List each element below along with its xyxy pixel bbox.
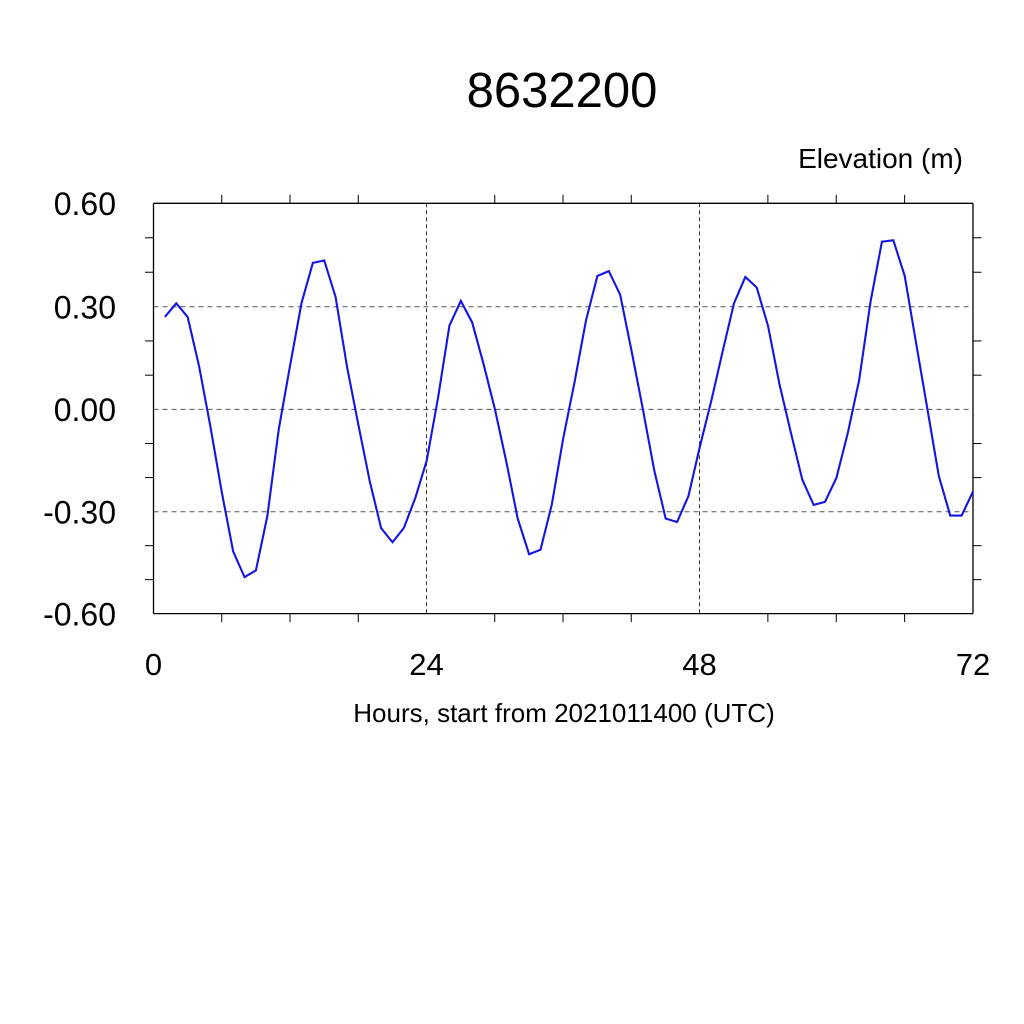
svg-text:Hours, start from 2021011400 (: Hours, start from 2021011400 (UTC) — [353, 698, 774, 728]
svg-text:8632200: 8632200 — [467, 64, 658, 118]
svg-text:72: 72 — [956, 647, 990, 682]
svg-text:0.60: 0.60 — [54, 186, 116, 222]
svg-text:-0.60: -0.60 — [43, 597, 116, 633]
svg-text:0: 0 — [145, 647, 162, 682]
svg-text:24: 24 — [409, 647, 443, 682]
svg-text:Elevation (m): Elevation (m) — [798, 143, 963, 174]
svg-text:0.30: 0.30 — [54, 290, 116, 326]
svg-text:-0.30: -0.30 — [43, 495, 116, 531]
svg-text:0.00: 0.00 — [54, 392, 116, 428]
svg-text:48: 48 — [682, 647, 716, 682]
